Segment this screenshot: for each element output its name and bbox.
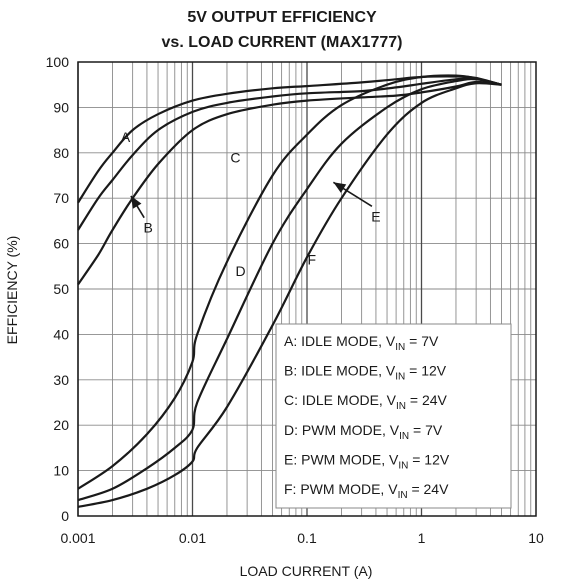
x-tick-label: 1 (418, 530, 426, 546)
y-tick-label: 80 (53, 145, 69, 161)
curve-e (77, 77, 502, 502)
curve-f (77, 82, 502, 508)
efficiency-curves (77, 74, 502, 508)
legend-entry-a: A: IDLE MODE, VIN = 7V (284, 333, 439, 353)
legend-entry-c: C: IDLE MODE, VIN = 24V (284, 392, 448, 412)
plot-frame (77, 61, 537, 517)
y-tick-label: 70 (53, 190, 69, 206)
y-tick-label: 90 (53, 99, 69, 115)
curve-label-d: D (236, 263, 246, 279)
curve-label-a: A (121, 129, 131, 145)
legend: A: IDLE MODE, VIN = 7V B: IDLE MODE, VIN … (275, 323, 512, 509)
y-tick-label: 60 (53, 236, 69, 252)
x-axis-label: LOAD CURRENT (A) (240, 563, 373, 579)
curve-label-f: F (307, 251, 316, 267)
y-tick-label: 40 (53, 326, 69, 342)
curve-d (77, 74, 502, 490)
curve-annotations: A B C D E F (121, 129, 381, 279)
x-tick-label: 0.1 (297, 530, 317, 546)
x-tick-label: 10 (528, 530, 544, 546)
x-tick-label: 0.01 (179, 530, 206, 546)
y-tick-label: 100 (46, 54, 70, 70)
y-tick-label: 0 (61, 508, 69, 524)
chart-subtitle: vs. LOAD CURRENT (MAX1777) (162, 34, 403, 51)
annotation-arrowhead (130, 195, 142, 209)
y-axis-label: EFFICIENCY (%) (4, 236, 20, 345)
legend-entry-b: B: IDLE MODE, VIN = 12V (284, 363, 447, 383)
y-tick-label: 10 (53, 463, 69, 479)
x-tick-label: 0.001 (60, 530, 95, 546)
tick-labels: 0 10 20 30 40 50 60 70 80 90 100 0.001 0.01 0.1 1 10 (46, 54, 544, 546)
y-tick-label: 20 (53, 417, 69, 433)
chart-title: 5V OUTPUT EFFICIENCY (187, 9, 377, 26)
legend-entry-d: D: PWM MODE, VIN = 7V (284, 422, 443, 442)
legend-entry-e: E: PWM MODE, VIN = 12V (284, 451, 450, 471)
curve-c (77, 80, 502, 286)
annotation-arrowhead (333, 182, 347, 193)
y-tick-label: 30 (53, 372, 69, 388)
y-tick-label: 50 (53, 281, 69, 297)
curve-label-c: C (230, 149, 240, 165)
curve-label-e: E (371, 208, 380, 224)
curve-label-b: B (143, 220, 152, 236)
legend-box (275, 323, 512, 509)
curve-b (77, 77, 502, 231)
legend-entry-f: F: PWM MODE, VIN = 24V (284, 481, 449, 501)
